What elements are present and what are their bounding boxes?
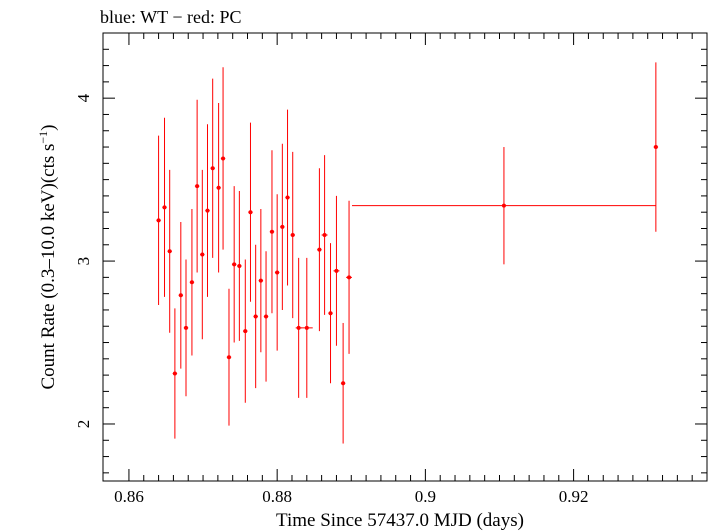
data-point [333, 195, 340, 346]
y-axis-ticks [103, 32, 707, 474]
data-marker [328, 311, 333, 316]
data-marker [162, 205, 167, 210]
data-marker [156, 218, 161, 223]
data-point [210, 78, 215, 258]
data-marker [172, 371, 177, 376]
data-point [274, 194, 280, 351]
data-point [290, 151, 295, 319]
data-marker [304, 325, 309, 330]
data-point [189, 208, 195, 356]
data-marker [226, 355, 231, 360]
data-point [269, 150, 275, 314]
x-axis-title: Time Since 57437.0 MJD (days) [276, 510, 524, 531]
data-point [346, 200, 353, 354]
data-marker [264, 314, 269, 319]
data-point [653, 62, 659, 232]
data-marker [334, 268, 339, 273]
data-point [172, 308, 178, 439]
data-marker [232, 262, 237, 267]
y-axis-title: Count Rate (0.3–10.0 keV)(cts s−1) [36, 124, 59, 389]
y-tick-label: 3 [74, 257, 93, 266]
data-point [183, 259, 189, 397]
data-marker [285, 195, 290, 200]
data-marker [296, 325, 301, 330]
y-axis-title-superscript: −1 [36, 131, 50, 144]
data-marker [184, 325, 189, 330]
data-marker [290, 233, 295, 238]
chart-title: blue: WT − red: PC [100, 7, 241, 27]
data-marker [347, 275, 352, 280]
data-point [237, 191, 242, 341]
data-point [295, 257, 302, 398]
data-marker [221, 156, 226, 161]
data-marker [195, 184, 200, 189]
y-tick-label: 2 [74, 420, 93, 429]
data-marker [216, 185, 221, 190]
data-marker [205, 208, 210, 213]
data-marker [275, 270, 280, 275]
data-marker [653, 145, 658, 150]
x-tick-label: 0.92 [559, 487, 589, 506]
data-point [226, 288, 232, 426]
data-marker [322, 233, 327, 238]
data-marker [280, 224, 285, 229]
data-point [280, 143, 285, 310]
data-point [253, 244, 258, 389]
data-point [231, 186, 237, 343]
data-marker [200, 252, 205, 257]
data-point [194, 99, 200, 273]
data-marker [341, 381, 346, 386]
data-marker [253, 314, 258, 319]
data-marker [189, 280, 194, 285]
data-point [178, 221, 184, 369]
data-marker [258, 278, 263, 283]
x-axis-ticks [128, 33, 708, 481]
data-marker [501, 203, 506, 208]
data-series-pc [156, 62, 659, 444]
x-tick-label: 0.88 [262, 487, 292, 506]
data-marker [167, 249, 172, 254]
data-point [167, 169, 172, 333]
data-point [220, 67, 226, 250]
data-point [352, 147, 656, 265]
data-point [200, 169, 205, 340]
data-point [317, 168, 322, 332]
data-marker [210, 166, 215, 171]
data-point [156, 135, 161, 306]
y-axis-tick-labels: 2 3 4 [74, 93, 93, 428]
y-tick-label: 4 [74, 93, 93, 102]
x-axis-tick-labels: 0.86 0.88 0.9 0.92 [114, 487, 588, 506]
data-marker [317, 247, 322, 252]
data-point [300, 257, 313, 398]
data-point [321, 155, 328, 315]
data-point [340, 322, 346, 444]
data-point [285, 109, 290, 286]
data-marker [243, 329, 248, 334]
data-point [205, 124, 210, 297]
data-marker [178, 293, 183, 298]
data-point [216, 103, 221, 273]
data-marker [269, 229, 274, 234]
data-point [258, 208, 264, 353]
x-tick-label: 0.9 [415, 487, 436, 506]
data-marker [248, 210, 253, 215]
data-point [328, 243, 333, 384]
data-point [162, 117, 167, 297]
y-axis-title-close: ) [38, 124, 59, 130]
data-marker [237, 263, 242, 268]
data-point [263, 251, 269, 382]
plot-frame [102, 32, 708, 482]
y-axis-title-main: Count Rate (0.3–10.0 keV)(cts s [38, 144, 59, 390]
x-tick-label: 0.86 [114, 487, 144, 506]
data-point [248, 122, 253, 302]
data-point [243, 259, 248, 403]
